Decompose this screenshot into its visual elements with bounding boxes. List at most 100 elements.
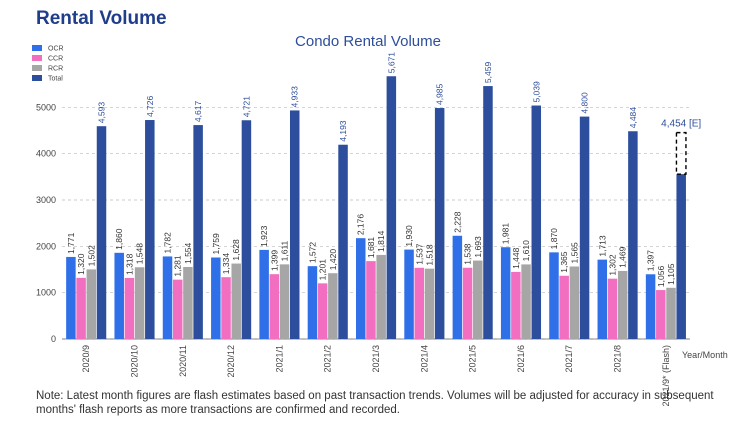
value-label: 4,193 [338,120,348,142]
bar [666,287,676,339]
value-label: 1,572 [307,242,317,264]
value-label: 5,671 [386,52,396,74]
value-label: 1,320 [76,253,86,275]
bar [656,290,666,339]
value-label: 1,469 [618,246,628,268]
x-tick-label: 2021/8 [613,345,623,373]
bar [162,256,173,339]
value-label: 1,538 [463,243,473,265]
bar [628,131,638,339]
y-tick-label: 4000 [36,149,56,159]
bar [386,76,397,340]
bar [483,86,493,339]
value-label: 1,713 [597,235,607,257]
x-tick-label: 2020/9 [81,345,91,373]
bar [414,267,425,339]
value-label: 1,930 [404,225,414,247]
bar [231,263,241,339]
value-label: 1,981 [501,223,511,245]
bar [328,273,338,339]
bar [114,252,124,339]
bar [86,269,97,339]
value-label: 1,860 [114,228,124,250]
bar [259,249,269,339]
value-label: 1,334 [221,253,231,275]
x-tick-label: 2021/7 [564,345,574,373]
bar [221,277,231,339]
y-tick-label: 3000 [36,195,56,205]
value-label: 1,537 [414,243,424,265]
bar [559,275,569,339]
value-label: 1,693 [473,236,483,258]
value-label: 1,201 [318,259,328,281]
value-label: 1,502 [86,245,96,267]
x-tick-label: 2021/4 [419,345,429,373]
y-tick-label: 2000 [36,241,56,251]
legend-label: Total [48,76,63,83]
bar [183,266,193,339]
bar [366,261,376,339]
value-label: 1,759 [211,233,221,255]
bar [145,120,155,340]
value-label: 1,814 [376,230,386,252]
value-label: 1,610 [521,240,531,262]
value-label: 1,565 [569,242,579,264]
value-label: 1,397 [646,250,656,272]
x-tick-label: 2021/1 [274,345,284,373]
value-label: 1,448 [511,247,521,269]
bar [452,235,463,339]
bar [597,259,608,339]
bar [645,274,656,339]
value-label: 1,870 [549,228,559,250]
x-tick-label: 2020/12 [226,345,236,378]
value-label: 5,039 [531,81,541,103]
bar [473,260,483,339]
value-label: 1,548 [135,243,145,265]
legend-swatch [32,65,42,71]
bar [579,116,590,339]
y-tick-label: 1000 [36,288,56,298]
x-axis-label: Year/Month [682,350,728,360]
bar [269,274,280,339]
bar [521,264,531,339]
bar [356,238,366,339]
value-label: 4,800 [580,92,590,114]
x-tick-label: 2021/5 [468,345,478,373]
value-label: 1,105 [666,263,676,285]
bar [676,174,686,339]
value-label: 1,611 [280,240,290,261]
value-label: 1,318 [124,253,134,275]
x-tick-label: 2020/10 [129,345,139,378]
estimate-label: 4,454 [E] [661,119,701,130]
bar [211,257,221,339]
bar [569,266,580,339]
legend-label: CCR [48,56,63,63]
page-title: Rental Volume [36,8,167,29]
x-tick-label: 2020/11 [178,345,188,377]
x-tick-label: 2021/6 [516,345,526,373]
legend-label: RCR [48,66,63,73]
legend-swatch [32,55,42,61]
bar [124,277,135,339]
chart-title: Condo Rental Volume [295,33,441,50]
bar [511,271,521,339]
value-label: 4,484 [628,107,638,129]
x-tick-label: 2021/9* (Flash) [661,345,671,407]
bar [617,270,628,339]
y-tick-label: 5000 [36,102,56,112]
value-label: 1,302 [607,254,617,276]
value-label: 4,721 [241,96,251,118]
x-tick-label: 2021/2 [323,345,333,373]
bar [279,264,290,339]
value-label: 1,681 [366,237,376,259]
bar [76,277,86,339]
bar [434,108,445,339]
bar [289,110,300,339]
bar [193,125,203,339]
value-label: 2,228 [452,211,462,233]
value-label: 4,933 [290,86,300,108]
legend-swatch [32,75,42,81]
value-label: 1,628 [231,239,241,261]
bar [172,279,183,339]
